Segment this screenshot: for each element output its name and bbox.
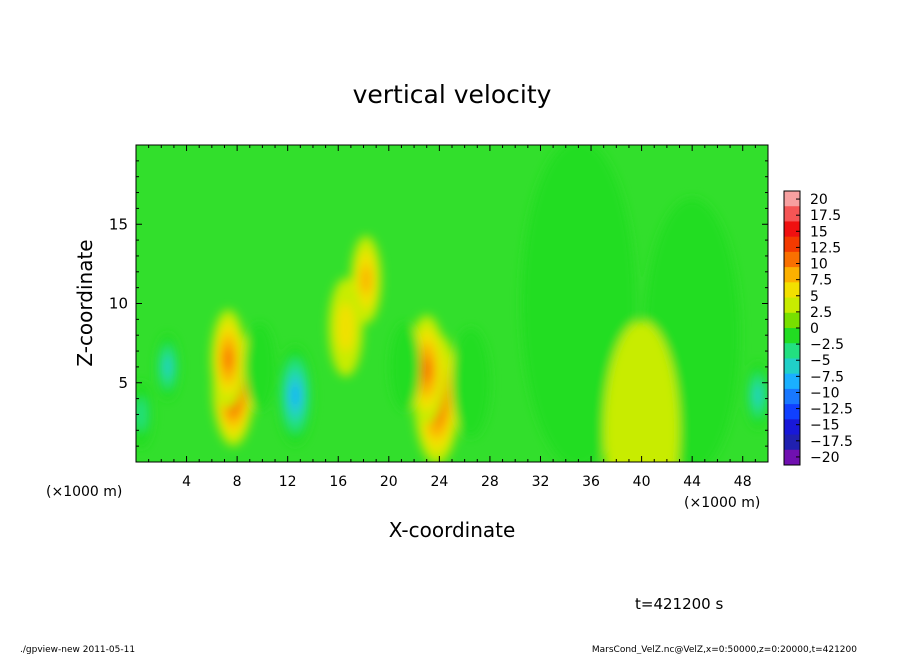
colorbar-swatch bbox=[784, 404, 800, 420]
colorbar-swatch bbox=[784, 343, 800, 359]
colorbar-swatch bbox=[784, 297, 800, 314]
x-tick-label: 4 bbox=[182, 474, 191, 490]
x-tick-label: 20 bbox=[380, 474, 398, 490]
colorbar-label: 0 bbox=[810, 321, 819, 337]
colorbar-swatch bbox=[784, 251, 800, 268]
colorbar-label: −2.5 bbox=[810, 337, 844, 353]
y-axis-ticks: 5 10 15 bbox=[109, 160, 768, 447]
colorbar-swatch bbox=[784, 419, 800, 436]
colorbar-swatch bbox=[784, 236, 800, 253]
colorbar-swatch bbox=[784, 312, 800, 329]
heatmap-blob bbox=[421, 356, 432, 384]
colorbar-label: 5 bbox=[810, 289, 819, 305]
colorbar-swatch bbox=[784, 267, 800, 283]
colorbar-label: 17.5 bbox=[810, 208, 841, 224]
colorbar-label: −20 bbox=[810, 450, 840, 466]
colorbar-swatch bbox=[784, 358, 800, 375]
colorbar-swatch bbox=[784, 191, 800, 207]
heatmap-blob bbox=[337, 302, 355, 352]
x-tick-label: 24 bbox=[430, 474, 448, 490]
colorbar-label: −10 bbox=[810, 385, 840, 401]
heatmap-blob bbox=[754, 384, 762, 407]
x-tick-label: 36 bbox=[582, 474, 600, 490]
heatmap-blob bbox=[136, 398, 147, 431]
heatmap-blob bbox=[521, 145, 636, 462]
y-tick-label: 5 bbox=[118, 374, 128, 392]
colorbar-label: −7.5 bbox=[810, 369, 844, 385]
colorbar-label: 20 bbox=[810, 192, 828, 208]
x-tick-label: 28 bbox=[481, 474, 499, 490]
heatmap-blob bbox=[224, 346, 233, 372]
colorbar-label: −15 bbox=[810, 418, 840, 434]
x-tick-label: 16 bbox=[329, 474, 347, 490]
colorbar-label: 2.5 bbox=[810, 305, 832, 321]
y-tick-label: 10 bbox=[109, 295, 128, 313]
x-tick-label: 12 bbox=[279, 474, 297, 490]
y-axis-label: Z-coordinate bbox=[73, 239, 97, 366]
heatmap-blob bbox=[244, 323, 276, 411]
heatmap-plot bbox=[135, 144, 769, 463]
colorbar-label: 12.5 bbox=[810, 240, 841, 256]
x-tick-label: 44 bbox=[683, 474, 701, 490]
x-unit-label-left: (×1000 m) bbox=[46, 484, 122, 500]
heatmap-blob bbox=[452, 328, 490, 438]
colorbar-swatch bbox=[784, 388, 800, 405]
x-axis-ticks: 4 8 12 16 20 24 28 32 36 40 44 48 bbox=[148, 145, 756, 490]
heatmap-blob bbox=[360, 265, 372, 295]
colorbar-label: 15 bbox=[810, 224, 828, 240]
heatmap-blob bbox=[390, 323, 421, 411]
x-tick-label: 8 bbox=[233, 474, 242, 490]
colorbar-label: −17.5 bbox=[810, 434, 853, 450]
colorbar-swatch bbox=[784, 434, 800, 451]
chart-title: vertical velocity bbox=[353, 80, 552, 109]
colorbar-swatch bbox=[784, 328, 800, 344]
x-tick-label: 40 bbox=[633, 474, 651, 490]
footer-left: ./gpview-new 2011-05-11 bbox=[20, 645, 135, 654]
time-label: t=421200 s bbox=[635, 595, 723, 613]
colorbar-swatch bbox=[784, 373, 800, 390]
colorbar: 2017.51512.5107.552.50−2.5−5−7.5−10−12.5… bbox=[783, 190, 853, 466]
colorbar-swatch bbox=[784, 206, 800, 222]
colorbar-swatch bbox=[784, 221, 800, 238]
colorbar-label: −5 bbox=[810, 353, 831, 369]
heatmap-blob bbox=[163, 355, 172, 378]
x-tick-label: 32 bbox=[532, 474, 550, 490]
x-axis-label: X-coordinate bbox=[389, 518, 516, 542]
footer-right: MarsCond_VelZ.nc@VelZ,x=0:50000,z=0:2000… bbox=[592, 645, 857, 654]
y-tick-label: 15 bbox=[109, 215, 128, 233]
colorbar-label: −12.5 bbox=[810, 402, 853, 418]
colorbar-swatch bbox=[784, 282, 800, 299]
x-tick-label: 48 bbox=[734, 474, 752, 490]
heatmap-blob bbox=[603, 320, 680, 462]
colorbar-label: 7.5 bbox=[810, 273, 832, 289]
colorbar-swatch bbox=[784, 449, 800, 466]
heatmap-blob bbox=[290, 383, 300, 408]
colorbar-label: 10 bbox=[810, 257, 828, 273]
x-unit-label-right: (×1000 m) bbox=[684, 495, 760, 511]
